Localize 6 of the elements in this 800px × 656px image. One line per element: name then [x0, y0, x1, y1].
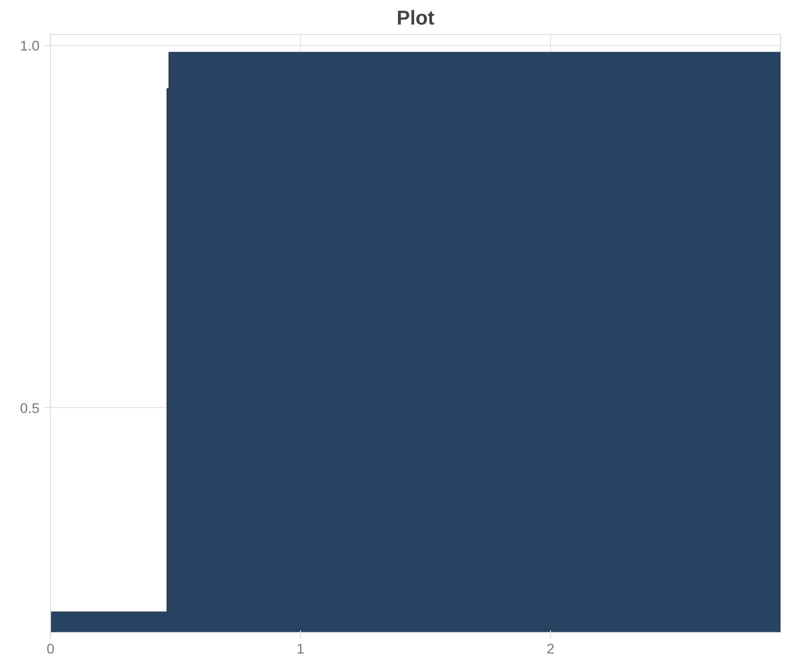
- x-tick-label: 0: [46, 640, 55, 656]
- y-tick-label: 0.5: [20, 400, 40, 416]
- x-tick-label: 1: [296, 640, 305, 656]
- chart-title: Plot: [396, 8, 435, 30]
- x-tick-label: 2: [546, 640, 555, 656]
- y-tick-label: 1.0: [20, 37, 40, 54]
